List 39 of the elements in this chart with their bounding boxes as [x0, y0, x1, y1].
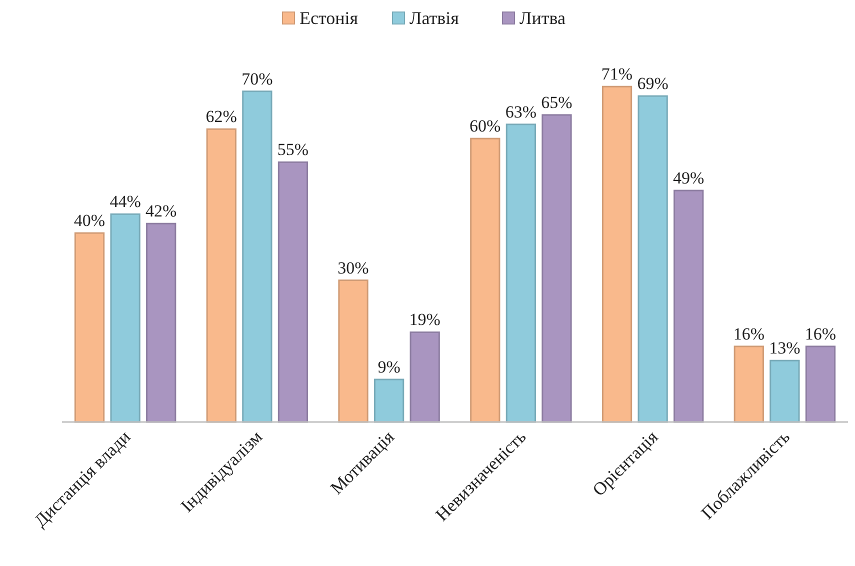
bar: [410, 331, 440, 423]
bar: [278, 161, 308, 423]
data-label: 9%: [378, 357, 400, 376]
bar: [542, 114, 572, 423]
legend-label: Естонія: [300, 8, 358, 28]
data-label: 16%: [804, 324, 836, 344]
legend-label: Латвія: [410, 8, 459, 28]
data-label: 16%: [733, 324, 764, 344]
bar: [74, 232, 105, 423]
bar: [602, 86, 632, 423]
data-label: 30%: [338, 258, 369, 278]
data-label: 19%: [409, 310, 440, 330]
bar: [146, 222, 176, 423]
bar: [242, 90, 272, 423]
data-label: 42%: [146, 202, 177, 221]
bar: [506, 124, 536, 423]
data-label: 69%: [637, 74, 668, 94]
bar: [470, 138, 500, 423]
bar: [674, 190, 704, 423]
bar: [374, 378, 404, 423]
data-label: 49%: [673, 168, 704, 188]
data-label: 63%: [505, 102, 537, 122]
data-label: 71%: [601, 64, 633, 84]
bar: [638, 95, 668, 423]
data-label: 60%: [470, 116, 501, 136]
data-label: 40%: [74, 211, 106, 230]
data-label: 13%: [769, 338, 800, 358]
bar: [110, 213, 140, 423]
legend-label: Литва: [520, 8, 566, 28]
data-label: 65%: [541, 92, 572, 112]
bar: [206, 128, 236, 423]
data-label: 70%: [242, 69, 273, 88]
bar: [734, 346, 764, 423]
data-label: 44%: [110, 192, 141, 212]
bar: [805, 346, 836, 423]
data-label: 62%: [206, 107, 237, 126]
bar: [338, 280, 368, 423]
bar: [770, 360, 800, 423]
data-label: 55%: [277, 140, 309, 160]
